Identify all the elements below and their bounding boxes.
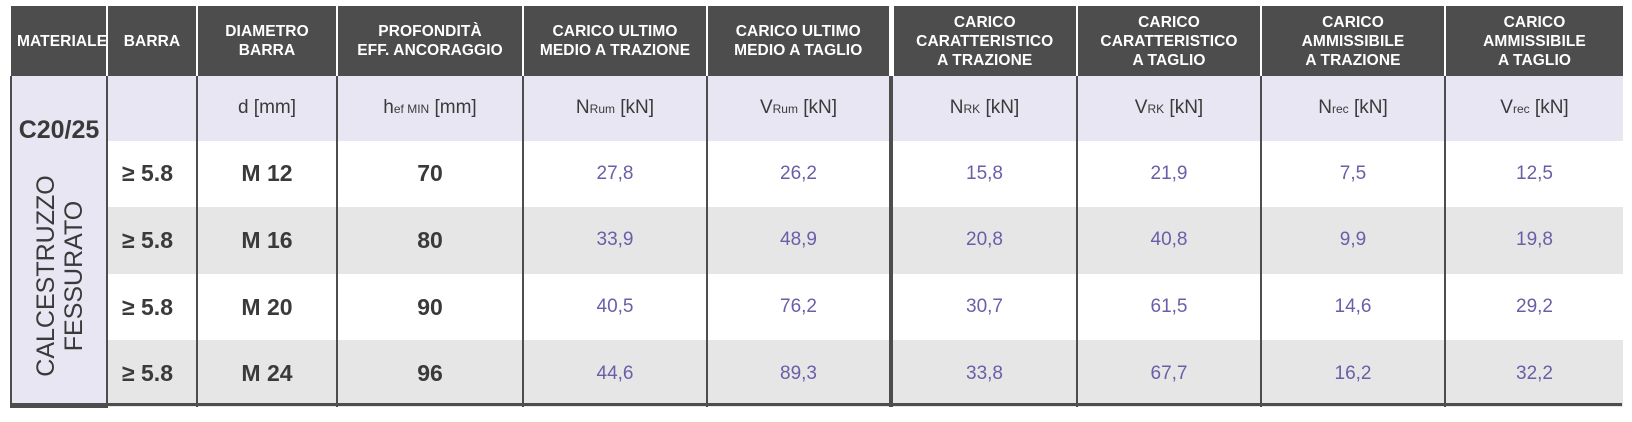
cell-barra: ≥ 5.8 (106, 273, 197, 341)
table-row: ≥ 5.8 M 12 70 27,8 26,2 15,8 21,9 7,5 12… (11, 140, 1623, 208)
cell-nrk: 15,8 (889, 140, 1077, 208)
load-table: MATERIALE BARRA DIAMETRO BARRA PROFONDIT… (10, 6, 1623, 408)
cell-nrec: 7,5 (1260, 140, 1445, 208)
unit-vrec: Vrec [kN] (1444, 76, 1623, 141)
cell-nrk: 33,8 (889, 340, 1077, 407)
cell-vrec: 19,8 (1444, 207, 1623, 274)
header-profondita: PROFONDITÀ EFF. ANCORAGGIO (336, 6, 523, 76)
cell-nrec: 9,9 (1260, 207, 1445, 274)
cell-vrum: 48,9 (706, 207, 891, 274)
cell-vrec: 12,5 (1444, 140, 1623, 208)
header-carico-caratteristico-taglio: CARICO CARATTERISTICO A TAGLIO (1076, 6, 1261, 76)
unit-d: d [mm] (196, 76, 337, 141)
cell-profondita: 70 (336, 140, 523, 208)
unit-hef: hef MIN [mm] (336, 76, 523, 141)
cell-diametro: M 16 (196, 207, 337, 274)
header-carico-ultimo-taglio: CARICO ULTIMO MEDIO A TAGLIO (706, 6, 891, 76)
anchor-load-table: MATERIALE BARRA DIAMETRO BARRA PROFONDIT… (10, 6, 1623, 413)
cell-barra: ≥ 5.8 (106, 140, 197, 208)
cell-vrec: 32,2 (1444, 340, 1623, 407)
cell-nrum: 44,6 (522, 340, 707, 407)
cell-diametro: M 24 (196, 340, 337, 407)
cell-barra: ≥ 5.8 (106, 207, 197, 274)
cell-diametro: M 20 (196, 273, 337, 341)
material-cell: C20/25 CALCESTRUZZO FESSURATO (10, 76, 108, 408)
cell-nrk: 20,8 (889, 207, 1077, 274)
table-row: ≥ 5.8 M 20 90 40,5 76,2 30,7 61,5 14,6 2… (11, 273, 1623, 341)
cell-barra: ≥ 5.8 (106, 340, 197, 407)
unit-vrk: VRK [kN] (1076, 76, 1261, 141)
cell-nrum: 27,8 (522, 140, 707, 208)
cell-vrum: 76,2 (706, 273, 891, 341)
header-carico-caratteristico-trazione: CARICO CARATTERISTICO A TRAZIONE (888, 6, 1077, 76)
cell-vrum: 26,2 (706, 140, 891, 208)
cell-profondita: 90 (336, 273, 523, 341)
table-bottom-rule (10, 403, 1622, 406)
unit-nrum: NRum [kN] (522, 76, 707, 141)
cell-nrec: 14,6 (1260, 273, 1445, 341)
cell-vrk: 67,7 (1076, 340, 1261, 407)
cell-profondita: 80 (336, 207, 523, 274)
table-row: ≥ 5.8 M 24 96 44,6 89,3 33,8 67,7 16,2 3… (11, 340, 1623, 407)
cell-vrk: 40,8 (1076, 207, 1261, 274)
cell-nrum: 33,9 (522, 207, 707, 274)
concrete-type-line-1: CALCESTRUZZO (32, 175, 60, 377)
header-barra: BARRA (106, 6, 197, 76)
concrete-type-line-2: FESSURATO (60, 200, 88, 352)
header-materiale: MATERIALE (11, 6, 107, 76)
header-carico-ammissibile-taglio: CARICO AMMISSIBILE A TAGLIO (1444, 6, 1623, 76)
cell-diametro: M 12 (196, 140, 337, 208)
unit-vrum: VRum [kN] (706, 76, 891, 141)
unit-nrec: Nrec [kN] (1260, 76, 1445, 141)
cell-profondita: 96 (336, 340, 523, 407)
header-row: MATERIALE BARRA DIAMETRO BARRA PROFONDIT… (11, 6, 1623, 76)
unit-nrk: NRK [kN] (889, 76, 1077, 141)
cell-vrk: 21,9 (1076, 140, 1261, 208)
header-carico-ultimo-trazione: CARICO ULTIMO MEDIO A TRAZIONE (522, 6, 707, 76)
cell-vrum: 89,3 (706, 340, 891, 407)
cell-nrum: 40,5 (522, 273, 707, 341)
cell-nrk: 30,7 (889, 273, 1077, 341)
unit-barra-empty (106, 76, 197, 141)
table-row: ≥ 5.8 M 16 80 33,9 48,9 20,8 40,8 9,9 19… (11, 207, 1623, 274)
header-carico-ammissibile-trazione: CARICO AMMISSIBILE A TRAZIONE (1260, 6, 1445, 76)
cell-vrk: 61,5 (1076, 273, 1261, 341)
units-row: C20/25 CALCESTRUZZO FESSURATO d [mm] hef… (10, 76, 1623, 408)
cell-vrec: 29,2 (1444, 273, 1623, 341)
concrete-type: CALCESTRUZZO FESSURATO (32, 175, 88, 376)
cell-nrec: 16,2 (1260, 340, 1445, 407)
header-diametro-barra: DIAMETRO BARRA (196, 6, 337, 76)
concrete-class: C20/25 (18, 116, 100, 144)
